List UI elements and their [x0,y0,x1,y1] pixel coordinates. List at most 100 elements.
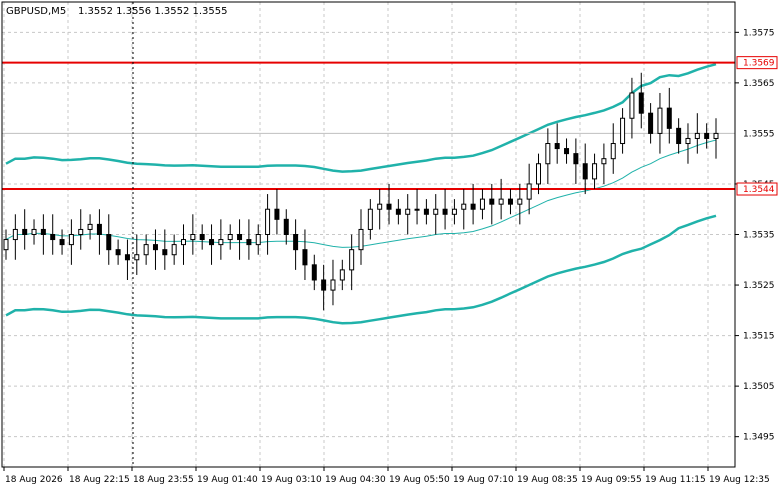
upper-band [5,62,717,173]
x-tick-label: 19 Aug 04:30 [325,475,386,485]
candle-body [199,234,205,241]
candle-body [22,228,28,235]
chart-grid [2,2,735,467]
x-tick-label: 19 Aug 08:35 [517,475,578,485]
level-tag [736,182,778,196]
candle-body [601,158,607,165]
candle-body [255,234,261,246]
candle-body [246,239,252,246]
level-labels: 1.3555 1.3569 1.3544 [736,56,778,196]
chart-symbol: GBPUSD,M5 [6,6,66,17]
candle-body [283,218,289,236]
candle-body [59,239,65,246]
candle-body [694,132,700,139]
candle-body [358,228,364,251]
time-axis: 18 Aug 2026 18 Aug 22:15 18 Aug 23:55 19 Au… [3,467,770,485]
y-tick-label: 1.3515 [743,332,775,342]
candle-body [3,239,9,251]
candle-body [311,264,317,281]
candle-body [50,234,56,241]
x-tick-label: 19 Aug 07:10 [453,475,514,485]
x-tick-label: 18 Aug 2026 [5,475,63,485]
candle-body [573,153,579,165]
level-label: 1.3569 [743,59,775,69]
candle-body [293,234,299,251]
candle-body [321,279,327,291]
candle-body [489,198,495,205]
candle-body [78,228,84,235]
candle-body [190,234,196,241]
candle-body [171,244,177,256]
lower-band [5,214,717,325]
candle-body [87,223,93,230]
candle-body [405,208,411,215]
candle-body [536,163,541,185]
candle-body [685,137,691,145]
candle-body [414,208,420,211]
candle-body [124,254,130,261]
candle-body [704,132,710,139]
candle-body [218,239,224,246]
y-tick-label: 1.3505 [743,382,775,392]
candle-body [433,208,439,215]
candle-body [498,198,504,205]
candle-body [349,249,355,271]
y-tick-label: 1.3565 [743,79,775,89]
candlesticks [3,72,719,311]
candle-body [592,163,598,180]
candle-body [526,183,532,200]
candle-body [377,203,383,210]
y-tick-label: 1.3535 [743,231,775,241]
candle-body [162,249,168,256]
candle-body [68,234,74,246]
candle-body [638,92,644,114]
candle-body [106,234,112,251]
candle-body [227,234,233,241]
x-tick-label: 19 Aug 11:15 [645,475,706,485]
x-tick-label: 18 Aug 22:15 [69,475,130,485]
x-tick-label: 19 Aug 05:50 [389,475,450,485]
candle-body [386,203,392,210]
candle-body [395,208,401,215]
level-label: 1.3544 [743,185,775,195]
candle-body [657,107,663,134]
candle-body [237,234,243,241]
candle-body [302,249,308,266]
candle-body [274,208,280,220]
candle-body [564,148,570,155]
y-tick-label: 1.3525 [743,281,775,291]
y-tick-label: 1.3495 [743,433,775,443]
candle-body [554,143,560,150]
candle-body [152,244,158,251]
x-tick-label: 19 Aug 03:10 [261,475,322,485]
candle-body [40,228,46,235]
candle-body [470,203,476,210]
candle-body [423,208,429,215]
candle-body [666,107,672,129]
candle-body [461,203,467,210]
current-price-tag [737,127,777,140]
x-tick-label: 19 Aug 09:55 [581,475,642,485]
candle-body [451,208,457,215]
candle-body [610,143,616,160]
candle-body [265,208,271,235]
candle-body [143,244,149,256]
current-price-label: 1.3555 [743,129,775,139]
candle-body [620,117,626,145]
x-tick-label: 18 Aug 23:55 [133,475,194,485]
candle-body [479,198,485,210]
chart-ohlc: 1.3552 1.3556 1.3552 1.3555 [78,6,228,17]
candle-body [181,239,186,246]
candle-body [330,279,336,291]
candle-body [12,228,18,241]
level-tag [736,56,778,70]
candle-body [582,163,588,180]
candle-body [545,143,551,165]
candle-body [442,208,448,215]
candle-body [96,223,102,236]
candle-body [713,132,719,139]
candle-body [134,254,140,261]
candle-body [507,198,513,205]
candle-body [676,127,682,145]
